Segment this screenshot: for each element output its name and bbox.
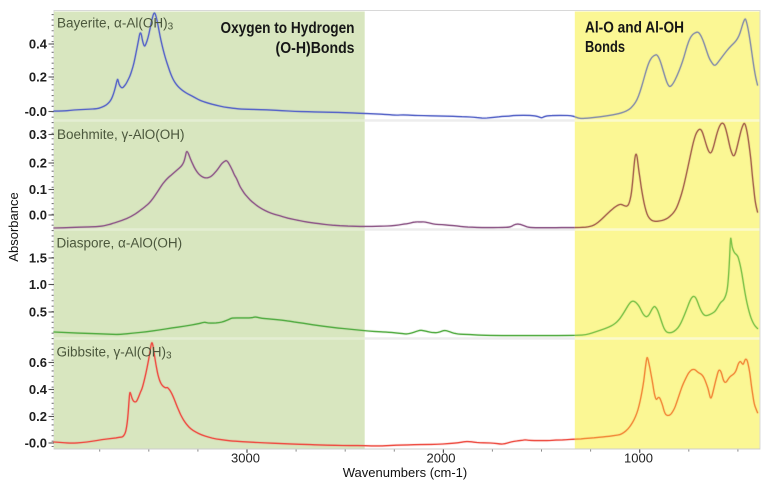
svg-text:1000: 1000 <box>624 451 653 466</box>
svg-text:Al-O and Al-OH: Al-O and Al-OH <box>585 20 684 37</box>
svg-text:0.2: 0.2 <box>29 70 47 85</box>
svg-text:Absorbance: Absorbance <box>6 192 21 261</box>
svg-text:0.3: 0.3 <box>29 127 47 142</box>
svg-text:0.2: 0.2 <box>29 156 47 171</box>
svg-text:3000: 3000 <box>231 451 260 466</box>
svg-text:-0.0: -0.0 <box>25 104 47 119</box>
svg-text:0.2: 0.2 <box>29 409 47 424</box>
svg-text:1.5: 1.5 <box>29 251 47 266</box>
svg-text:Diaspore, α-AlO(OH): Diaspore, α-AlO(OH) <box>57 236 183 251</box>
svg-text:Boehmite, γ-AlO(OH): Boehmite, γ-AlO(OH) <box>57 127 185 142</box>
svg-text:Wavenumbers (cm-1): Wavenumbers (cm-1) <box>343 465 467 480</box>
svg-text:2000: 2000 <box>427 451 456 466</box>
svg-text:0.5: 0.5 <box>29 305 47 320</box>
svg-text:0.0: 0.0 <box>29 208 47 223</box>
svg-text:1.0: 1.0 <box>29 277 47 292</box>
svg-text:0.1: 0.1 <box>29 182 47 197</box>
svg-text:(O-H)Bonds: (O-H)Bonds <box>276 40 355 57</box>
svg-text:Bonds: Bonds <box>585 39 625 56</box>
svg-text:0.4: 0.4 <box>29 37 48 52</box>
svg-text:0.6: 0.6 <box>29 355 47 370</box>
svg-text:0.4: 0.4 <box>29 382 48 397</box>
svg-text:Bayerite, α-Al(OH)3: Bayerite, α-Al(OH)3 <box>57 16 174 33</box>
svg-text:-0.0: -0.0 <box>25 436 47 451</box>
svg-text:Oxygen to Hydrogen: Oxygen to Hydrogen <box>221 20 355 37</box>
svg-text:Gibbsite, γ-Al(OH)3: Gibbsite, γ-Al(OH)3 <box>57 345 173 362</box>
